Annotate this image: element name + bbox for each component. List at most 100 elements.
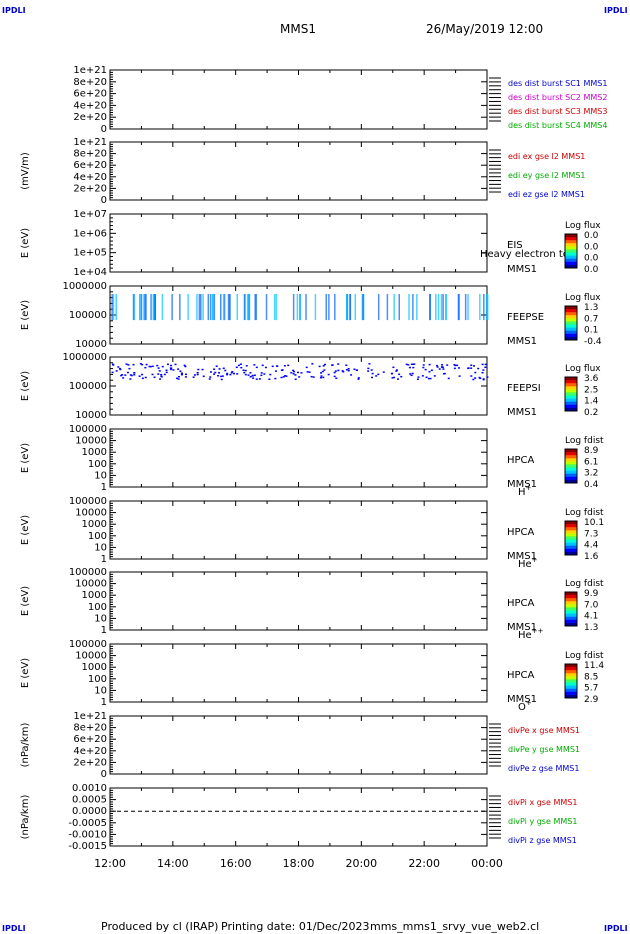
y-tick-label: 1e+21 xyxy=(73,711,107,722)
colorbar-cell xyxy=(565,592,577,596)
spectrogram-dot xyxy=(412,366,415,369)
colorbar-cell xyxy=(565,234,577,238)
spectrogram-dot xyxy=(398,373,401,376)
spectrogram-dot xyxy=(239,363,242,366)
corner-label-bottom-right: IPDLI xyxy=(604,924,628,933)
colorbar-cell xyxy=(565,607,577,612)
spectrogram-dot xyxy=(443,372,446,375)
legend-entry-3: divPi z gse MMS1 xyxy=(508,836,577,845)
spectrogram-streak xyxy=(248,294,251,321)
colorbar-tick-label: 1.6 xyxy=(584,552,599,562)
y-tick-label: 1e+07 xyxy=(73,209,107,220)
spectrogram-streak xyxy=(458,294,460,321)
spectrogram-dot xyxy=(175,377,178,380)
colorbar-tick-label: 2.5 xyxy=(584,385,598,395)
panel-frame xyxy=(109,500,488,560)
spectrogram-dot xyxy=(184,376,187,378)
spectrogram-dot xyxy=(174,363,177,366)
spectrogram-dot xyxy=(209,376,212,378)
colorbar-tick-label: 8.9 xyxy=(584,446,599,456)
y-tick-label: 1 xyxy=(101,554,107,565)
spectrogram-dot xyxy=(322,376,325,379)
spectrogram-streak xyxy=(273,294,276,321)
y-tick-label: 1000000 xyxy=(62,281,107,292)
colorbar-cell xyxy=(565,243,577,247)
footer-printing-date: Printing date: 01/Dec/2023 xyxy=(221,920,370,933)
spectrogram-dot xyxy=(156,364,159,367)
colorbar-title: Log fdist xyxy=(565,508,604,518)
spectrogram-dot xyxy=(411,372,414,375)
spectrogram-dot xyxy=(280,376,283,379)
y-axis-label: E (eV) xyxy=(20,228,31,258)
colorbar-cell xyxy=(565,542,577,547)
spectrogram-dot xyxy=(145,363,148,366)
spectrogram-dot xyxy=(165,371,168,374)
y-tick-label: 0 xyxy=(101,769,107,780)
spectrogram-streak xyxy=(265,294,268,321)
y-tick-label: 8e+20 xyxy=(73,149,107,160)
spectrogram-dot xyxy=(220,378,223,381)
spectrogram-dot xyxy=(252,377,255,379)
colorbar-cell xyxy=(565,240,577,244)
spectrogram-dot xyxy=(310,375,313,378)
y-axis-label: (mV/m) xyxy=(20,152,31,190)
legend-entry-2: des dist burst SC2 MMS2 xyxy=(508,93,607,102)
colorbar-tick-label: 0.7 xyxy=(584,314,598,324)
spectrogram-dot xyxy=(126,371,129,374)
spectrogram-dot xyxy=(319,376,322,379)
spectrogram-dot xyxy=(306,371,309,373)
y-tick-label: 1000 xyxy=(82,590,107,601)
spectrogram-dot xyxy=(209,371,212,373)
spectrogram-dot xyxy=(153,376,156,379)
spectrogram-streak xyxy=(314,294,317,321)
spectrogram-streak xyxy=(486,294,489,321)
spectrogram-dot xyxy=(157,367,160,369)
spectrogram-dot xyxy=(477,367,480,370)
spectrogram-streak xyxy=(255,294,258,321)
spectrogram-dot xyxy=(129,378,132,380)
colorbar-cell xyxy=(565,619,577,624)
spectrogram-dot xyxy=(357,377,360,379)
colorbar-cell xyxy=(565,386,577,390)
colorbar-cell xyxy=(565,401,577,406)
spectrogram-dot xyxy=(141,363,144,366)
legend-entry-4: des dist burst SC4 MMS4 xyxy=(508,121,607,130)
spectrogram-dot xyxy=(430,369,433,371)
spectrogram-dot xyxy=(395,369,398,371)
spectrogram-dot xyxy=(255,378,258,380)
spectrogram-dot xyxy=(335,377,338,380)
spectrogram-dot xyxy=(371,372,374,375)
legend-entry-1: divPe x gse MMS1 xyxy=(508,726,580,735)
y-axis-label: E (eV) xyxy=(20,515,31,545)
time-axis-label: 16:00 xyxy=(220,857,252,870)
spectrogram-dot xyxy=(472,378,475,381)
colorbar-tick-label: 0.4 xyxy=(584,480,599,490)
spectrogram-dot xyxy=(130,374,133,377)
time-axis-label: 14:00 xyxy=(157,857,189,870)
spectrogram-streak xyxy=(483,294,485,321)
spectrogram-dot xyxy=(151,373,154,376)
spectrogram-dot xyxy=(484,363,487,366)
legend-entry-3: des dist burst SC3 MMS3 xyxy=(508,107,607,116)
spectrogram-dot xyxy=(124,374,127,376)
spectrogram-streak xyxy=(354,294,357,321)
y-tick-label: 8e+20 xyxy=(73,77,107,88)
y-tick-label: 100000 xyxy=(69,424,107,435)
spectrogram-streak xyxy=(445,294,447,321)
spectrogram-dot xyxy=(318,365,321,368)
instrument-name: FEEPSI xyxy=(507,383,541,394)
y-tick-label: 2e+20 xyxy=(73,757,107,768)
colorbar-cell xyxy=(565,682,577,687)
spectrogram-streak xyxy=(275,294,278,321)
spectrogram-dot xyxy=(296,371,299,374)
spectrogram-dot xyxy=(347,369,350,372)
colorbar-cell xyxy=(565,252,577,257)
spectrogram-dot xyxy=(133,372,136,374)
colorbar-cell xyxy=(565,601,577,605)
colorbar-cell xyxy=(565,670,577,674)
spectrogram-dot xyxy=(482,378,485,380)
spectrogram-streak xyxy=(187,294,189,321)
colorbar-cell xyxy=(565,395,577,400)
spectrogram-dot xyxy=(233,372,236,375)
